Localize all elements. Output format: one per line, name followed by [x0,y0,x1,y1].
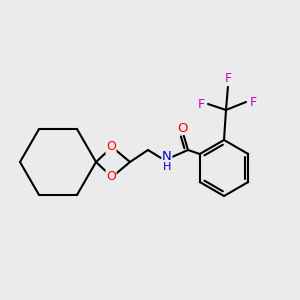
Text: O: O [106,140,116,154]
Text: O: O [177,122,187,134]
Text: F: F [249,95,256,109]
Text: N: N [162,151,172,164]
Text: F: F [224,73,232,85]
Text: H: H [163,162,171,172]
Text: O: O [106,170,116,184]
Text: F: F [197,98,205,110]
